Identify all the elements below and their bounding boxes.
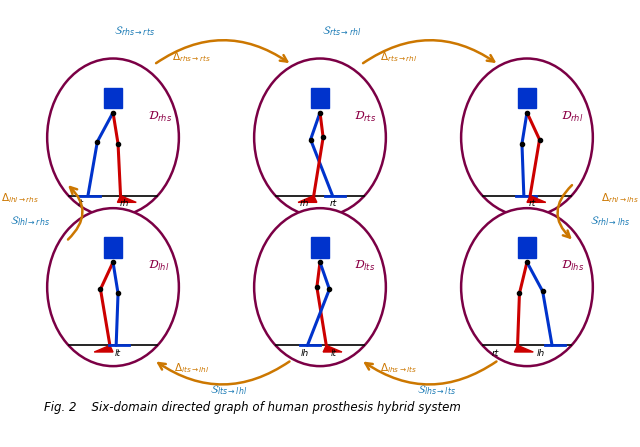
Text: $\Delta_{rhl\rightarrow lhs}$: $\Delta_{rhl\rightarrow lhs}$ (601, 191, 639, 205)
Polygon shape (298, 196, 317, 202)
Text: lh: lh (300, 349, 308, 358)
FancyBboxPatch shape (311, 237, 329, 258)
Text: lt: lt (115, 349, 121, 358)
Text: $\mathcal{S}_{rhl\rightarrow lhs}$: $\mathcal{S}_{rhl\rightarrow lhs}$ (591, 215, 630, 228)
FancyBboxPatch shape (104, 88, 122, 109)
Text: $\mathcal{D}_{rhl}$: $\mathcal{D}_{rhl}$ (561, 110, 584, 124)
Text: $\mathcal{S}_{rts\rightarrow rhl}$: $\mathcal{S}_{rts\rightarrow rhl}$ (323, 25, 362, 38)
Ellipse shape (254, 208, 386, 366)
Text: $\mathcal{S}_{rhs\rightarrow rts}$: $\mathcal{S}_{rhs\rightarrow rts}$ (115, 25, 156, 38)
Ellipse shape (47, 59, 179, 216)
Text: rt: rt (492, 349, 499, 358)
Text: $\mathcal{S}_{lhs\rightarrow lts}$: $\mathcal{S}_{lhs\rightarrow lts}$ (417, 383, 456, 397)
Text: $\Delta_{rts\rightarrow rhl}$: $\Delta_{rts\rightarrow rhl}$ (380, 50, 417, 64)
Text: lh: lh (537, 349, 545, 358)
Text: rh: rh (120, 199, 129, 208)
Polygon shape (515, 346, 533, 352)
Text: $\mathcal{S}_{lts\rightarrow lhl}$: $\mathcal{S}_{lts\rightarrow lhl}$ (211, 383, 248, 397)
Polygon shape (117, 196, 136, 202)
Ellipse shape (47, 208, 179, 366)
Text: $\Delta_{rhs\rightarrow rts}$: $\Delta_{rhs\rightarrow rts}$ (172, 50, 211, 64)
FancyBboxPatch shape (518, 237, 536, 258)
Polygon shape (527, 196, 546, 202)
FancyBboxPatch shape (311, 88, 329, 109)
FancyBboxPatch shape (518, 88, 536, 109)
Text: $\mathcal{D}_{lhl}$: $\mathcal{D}_{lhl}$ (148, 259, 169, 274)
Polygon shape (323, 346, 342, 352)
Text: Fig. 2    Six-domain directed graph of human prosthesis hybrid system: Fig. 2 Six-domain directed graph of huma… (44, 401, 461, 414)
Text: rt: rt (529, 199, 536, 208)
FancyBboxPatch shape (104, 237, 122, 258)
Text: rh: rh (300, 199, 309, 208)
Ellipse shape (461, 208, 593, 366)
Text: $\mathcal{D}_{rts}$: $\mathcal{D}_{rts}$ (355, 110, 377, 124)
Ellipse shape (254, 59, 386, 216)
Polygon shape (94, 346, 113, 352)
Text: $\mathcal{S}_{lhl\rightarrow rhs}$: $\mathcal{S}_{lhl\rightarrow rhs}$ (10, 215, 49, 228)
Text: lt: lt (331, 349, 337, 358)
Text: rt: rt (330, 199, 337, 208)
Text: lt: lt (77, 199, 83, 208)
Text: $\mathcal{D}_{rhs}$: $\mathcal{D}_{rhs}$ (148, 110, 172, 124)
Ellipse shape (461, 59, 593, 216)
Text: $\Delta_{lhs\rightarrow lts}$: $\Delta_{lhs\rightarrow lts}$ (380, 361, 417, 375)
Text: $\mathcal{D}_{lts}$: $\mathcal{D}_{lts}$ (355, 259, 376, 274)
Text: $\Delta_{lhl\rightarrow rhs}$: $\Delta_{lhl\rightarrow rhs}$ (1, 191, 39, 205)
Text: $\Delta_{lts\rightarrow lhl}$: $\Delta_{lts\rightarrow lhl}$ (173, 361, 209, 375)
Text: $\mathcal{D}_{lhs}$: $\mathcal{D}_{lhs}$ (561, 259, 584, 274)
